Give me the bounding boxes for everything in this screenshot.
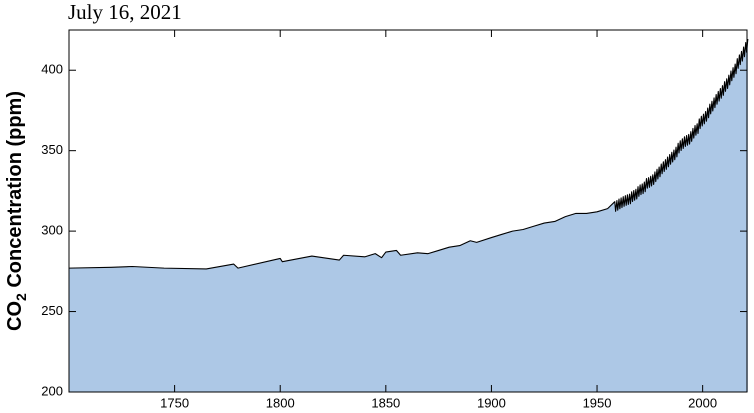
y-label-subscript: 2 xyxy=(13,293,29,301)
y-tick-label: 350 xyxy=(41,142,63,157)
y-tick-label: 300 xyxy=(41,223,63,238)
area-line xyxy=(68,38,749,270)
y-axis-label: CO2 Concentration (ppm) xyxy=(4,91,28,331)
y-label-rest: Concentration (ppm) xyxy=(4,91,26,293)
x-tick-label: 1750 xyxy=(160,395,189,410)
y-tick-label: 400 xyxy=(41,62,63,77)
y-label-main: CO xyxy=(4,301,26,331)
x-tick-label: 1800 xyxy=(266,395,295,410)
chart-title: July 16, 2021 xyxy=(68,0,182,24)
y-tick-label: 200 xyxy=(41,383,63,398)
x-tick-label: 1850 xyxy=(371,395,400,410)
y-tick-label: 250 xyxy=(41,303,63,318)
x-tick-label: 1950 xyxy=(583,395,612,410)
area-fill xyxy=(69,39,748,392)
x-tick-label: 1900 xyxy=(477,395,506,410)
x-tick-label: 2000 xyxy=(688,395,717,410)
plot-frame xyxy=(68,29,748,393)
